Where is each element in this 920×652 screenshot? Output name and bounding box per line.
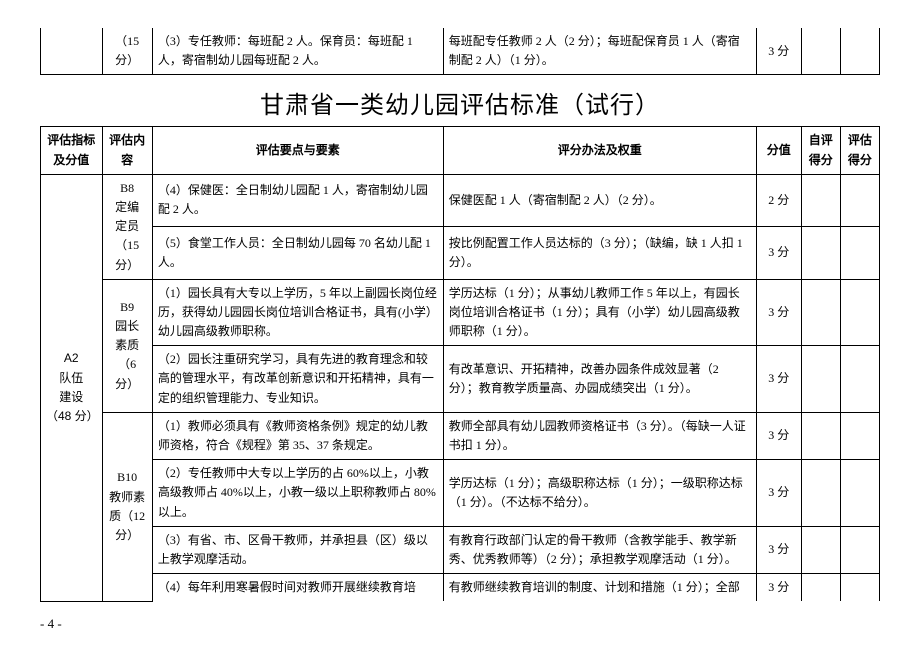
b10-label: B10 教师素 质（12 分） [102, 412, 152, 601]
cell-points: 3 分 [756, 412, 801, 459]
cell-eval [840, 227, 879, 279]
col-header: 评估指标及分值 [41, 127, 103, 174]
cell-eval [840, 279, 879, 346]
cell-self [801, 412, 840, 459]
cell-self [801, 574, 840, 602]
cell-criteria: （3）有省、市、区骨干教师，并承担县（区）级以上教学观摩活动。 [152, 526, 443, 573]
group-a-label: A2 队伍 建设 （48 分） [41, 174, 103, 601]
col-header: 自评得分 [801, 127, 840, 174]
cell-self [801, 346, 840, 413]
cell-points: 3 分 [756, 526, 801, 573]
col-header: 评估得分 [840, 127, 879, 174]
table-row: （2）园长注重研究学习，具有先进的教育理念和较高的管理水平，有改革创新意识和开拓… [41, 346, 880, 413]
b9-label: B9 园长 素质 （6 分） [102, 279, 152, 412]
header-row: 评估指标及分值 评估内容 评估要点与要素 评分办法及权重 分值 自评得分 评估得… [41, 127, 880, 174]
cell-method: 保健医配 1 人（寄宿制配 2 人）（2 分）。 [443, 174, 756, 226]
table-row: （15 分） （3）专任教师：每班配 2 人。保育员：每班配 1 人，寄宿制幼儿… [41, 28, 880, 75]
cell-points: 3 分 [756, 279, 801, 346]
table-row: B9 园长 素质 （6 分） （1）园长具有大专以上学历，5 年以上副园长岗位经… [41, 279, 880, 346]
cell-method: 有改革意识、开拓精神，改善办园条件成效显著（2 分）；教育教学质量高、办园成绩突… [443, 346, 756, 413]
cell-eval [840, 460, 879, 527]
cell-self [801, 279, 840, 346]
table-row: （5）食堂工作人员：全日制幼儿园每 70 名幼儿配 1 人。 按比例配置工作人员… [41, 227, 880, 279]
cell-method: 有教师继续教育培训的制度、计划和措施（1 分）；全部 [443, 574, 756, 602]
cell-criteria: （1）园长具有大专以上学历，5 年以上副园长岗位经历，获得幼儿园园长岗位培训合格… [152, 279, 443, 346]
cell-eval [840, 28, 879, 75]
cell-criteria: （2）专任教师中大专以上学历的占 60%以上，小教高级教师占 40%以上，小教一… [152, 460, 443, 527]
cell-eval [840, 174, 879, 226]
cell-method: 按比例配置工作人员达标的（3 分）；（缺编，缺 1 人扣 1 分）。 [443, 227, 756, 279]
top-fragment-table: （15 分） （3）专任教师：每班配 2 人。保育员：每班配 1 人，寄宿制幼儿… [40, 28, 880, 75]
cell-points: 3 分 [756, 227, 801, 279]
table-row: （4）每年利用寒暑假时间对教师开展继续教育培 有教师继续教育培训的制度、计划和措… [41, 574, 880, 602]
cell-method: 有教育行政部门认定的骨干教师（含教学能手、教学新秀、优秀教师等）（2 分）；承担… [443, 526, 756, 573]
document-title: 甘肃省一类幼儿园评估标准（试行） [40, 75, 880, 126]
cell-self [801, 28, 840, 75]
cell-method: 学历达标（1 分）；从事幼儿教师工作 5 年以上，有园长岗位培训合格证书（1 分… [443, 279, 756, 346]
cell-method: 学历达标（1 分）；高级职称达标（1 分）；一级职称达标（1 分）。（不达标不给… [443, 460, 756, 527]
cell-points: 3 分 [756, 346, 801, 413]
col-header: 评分办法及权重 [443, 127, 756, 174]
b8-label: B8 定编 定员 （15 分） [102, 174, 152, 279]
col-header: 评估内容 [102, 127, 152, 174]
col-header: 评估要点与要素 [152, 127, 443, 174]
table-row: （2）专任教师中大专以上学历的占 60%以上，小教高级教师占 40%以上，小教一… [41, 460, 880, 527]
cell-eval [840, 526, 879, 573]
cell-points: 3 分 [756, 460, 801, 527]
cell-criteria: （4）保健医：全日制幼儿园配 1 人，寄宿制幼儿园配 2 人。 [152, 174, 443, 226]
cell-eval [840, 346, 879, 413]
cell-criteria: （3）专任教师：每班配 2 人。保育员：每班配 1 人，寄宿制幼儿园每班配 2 … [152, 28, 443, 75]
col-header: 分值 [756, 127, 801, 174]
cell-criteria: （4）每年利用寒暑假时间对教师开展继续教育培 [152, 574, 443, 602]
cell-points: 3 分 [756, 28, 801, 75]
cell-self [801, 227, 840, 279]
cell-eval [840, 412, 879, 459]
page-number: - 4 - [40, 616, 880, 632]
table-row: A2 队伍 建设 （48 分） B8 定编 定员 （15 分） （4）保健医：全… [41, 174, 880, 226]
cell-method: 每班配专任教师 2 人（2 分）；每班配保育员 1 人（寄宿制配 2 人）（1 … [443, 28, 756, 75]
cell-score-header: （15 分） [102, 28, 152, 75]
cell-criteria: （5）食堂工作人员：全日制幼儿园每 70 名幼儿配 1 人。 [152, 227, 443, 279]
table-row: （3）有省、市、区骨干教师，并承担县（区）级以上教学观摩活动。 有教育行政部门认… [41, 526, 880, 573]
cell-self [801, 174, 840, 226]
cell-self [801, 526, 840, 573]
cell-blank [41, 28, 103, 75]
evaluation-table: 评估指标及分值 评估内容 评估要点与要素 评分办法及权重 分值 自评得分 评估得… [40, 126, 880, 601]
table-row: B10 教师素 质（12 分） （1）教师必须具有《教师资格条例》规定的幼儿教师… [41, 412, 880, 459]
cell-self [801, 460, 840, 527]
cell-method: 教师全部具有幼儿园教师资格证书（3 分）。（每缺一人证书扣 1 分）。 [443, 412, 756, 459]
cell-criteria: （1）教师必须具有《教师资格条例》规定的幼儿教师资格，符合《规程》第 35、37… [152, 412, 443, 459]
cell-points: 2 分 [756, 174, 801, 226]
cell-points: 3 分 [756, 574, 801, 602]
cell-eval [840, 574, 879, 602]
cell-criteria: （2）园长注重研究学习，具有先进的教育理念和较高的管理水平，有改革创新意识和开拓… [152, 346, 443, 413]
